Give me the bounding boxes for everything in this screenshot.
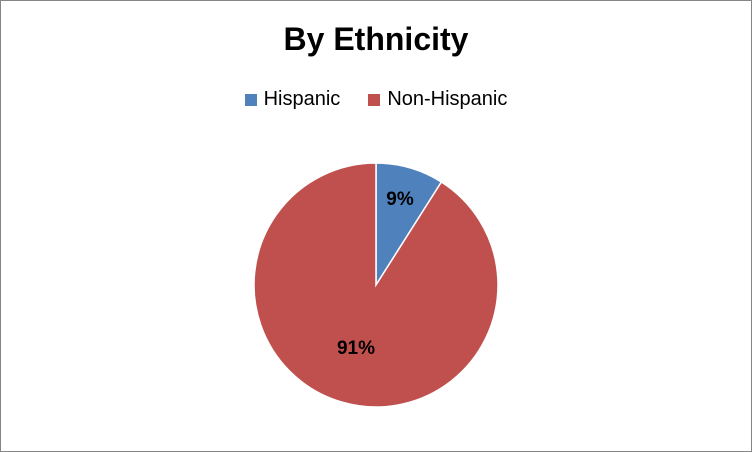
legend-label-non-hispanic: Non-Hispanic [387,88,508,110]
pie-data-labels: 9% 91% [337,189,414,359]
legend-item-non-hispanic: Non-Hispanic [368,88,507,111]
legend-item-hispanic: Hispanic [244,88,341,111]
pie-slice-non-hispanic [253,162,499,408]
chart-title: By Ethnicity [283,21,469,57]
legend-swatch-non-hispanic [368,93,381,106]
data-label-hispanic: 9% [386,189,414,210]
legend: Hispanic Non-Hispanic [1,88,751,111]
pie-slices [253,162,499,408]
legend-label-hispanic: Hispanic [263,88,341,110]
data-label-non-hispanic: 91% [337,338,375,359]
legend-swatch-hispanic [244,93,257,106]
